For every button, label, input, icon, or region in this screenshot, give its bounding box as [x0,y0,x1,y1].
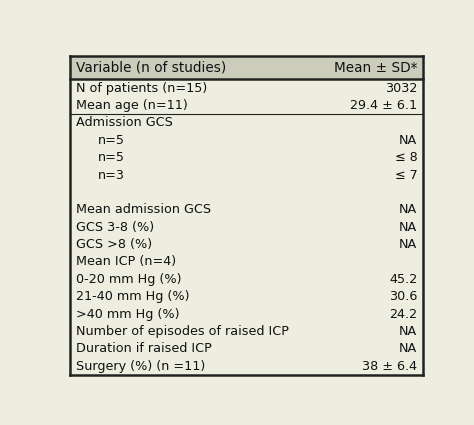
Text: 38 ± 6.4: 38 ± 6.4 [362,360,418,373]
Text: 45.2: 45.2 [389,273,418,286]
Bar [70,306,423,323]
Text: N of patients (n=15): N of patients (n=15) [76,82,207,95]
Text: GCS >8 (%): GCS >8 (%) [76,238,152,251]
Text: GCS 3-8 (%): GCS 3-8 (%) [76,221,154,234]
Bar [70,201,423,218]
Text: Duration if raised ICP: Duration if raised ICP [76,343,212,355]
Text: NA: NA [399,325,418,338]
Text: >40 mm Hg (%): >40 mm Hg (%) [76,308,179,320]
Text: n=3: n=3 [98,169,125,181]
Text: Surgery (%) (n =11): Surgery (%) (n =11) [76,360,205,373]
Text: ≤ 7: ≤ 7 [395,169,418,181]
Text: 21-40 mm Hg (%): 21-40 mm Hg (%) [76,290,189,303]
Text: 29.4 ± 6.1: 29.4 ± 6.1 [350,99,418,112]
Text: Variable (n of studies): Variable (n of studies) [76,61,226,75]
Bar [70,340,423,357]
Bar [70,97,423,114]
Text: 24.2: 24.2 [389,308,418,320]
Text: Mean age (n=11): Mean age (n=11) [76,99,188,112]
Text: NA: NA [399,134,418,147]
Text: 0-20 mm Hg (%): 0-20 mm Hg (%) [76,273,181,286]
Text: NA: NA [399,203,418,216]
Bar [70,166,423,184]
Text: n=5: n=5 [98,134,125,147]
Bar [70,236,423,253]
Bar [70,253,423,271]
Bar [70,149,423,166]
Text: Number of episodes of raised ICP: Number of episodes of raised ICP [76,325,289,338]
Bar [70,288,423,306]
Bar [70,132,423,149]
Bar [70,56,423,79]
Bar [70,218,423,236]
Text: ≤ 8: ≤ 8 [395,151,418,164]
Text: NA: NA [399,221,418,234]
Bar [70,184,423,201]
Bar [70,323,423,340]
Bar [70,271,423,288]
Text: 30.6: 30.6 [389,290,418,303]
Text: Mean ICP (n=4): Mean ICP (n=4) [76,255,176,269]
Text: NA: NA [399,343,418,355]
Text: Mean admission GCS: Mean admission GCS [76,203,211,216]
Text: n=5: n=5 [98,151,125,164]
Text: 3032: 3032 [385,82,418,95]
Bar [70,114,423,132]
Text: Admission GCS: Admission GCS [76,116,173,130]
Text: NA: NA [399,238,418,251]
Bar [70,357,423,375]
Text: Mean ± SD*: Mean ± SD* [334,61,418,75]
Bar [70,79,423,97]
